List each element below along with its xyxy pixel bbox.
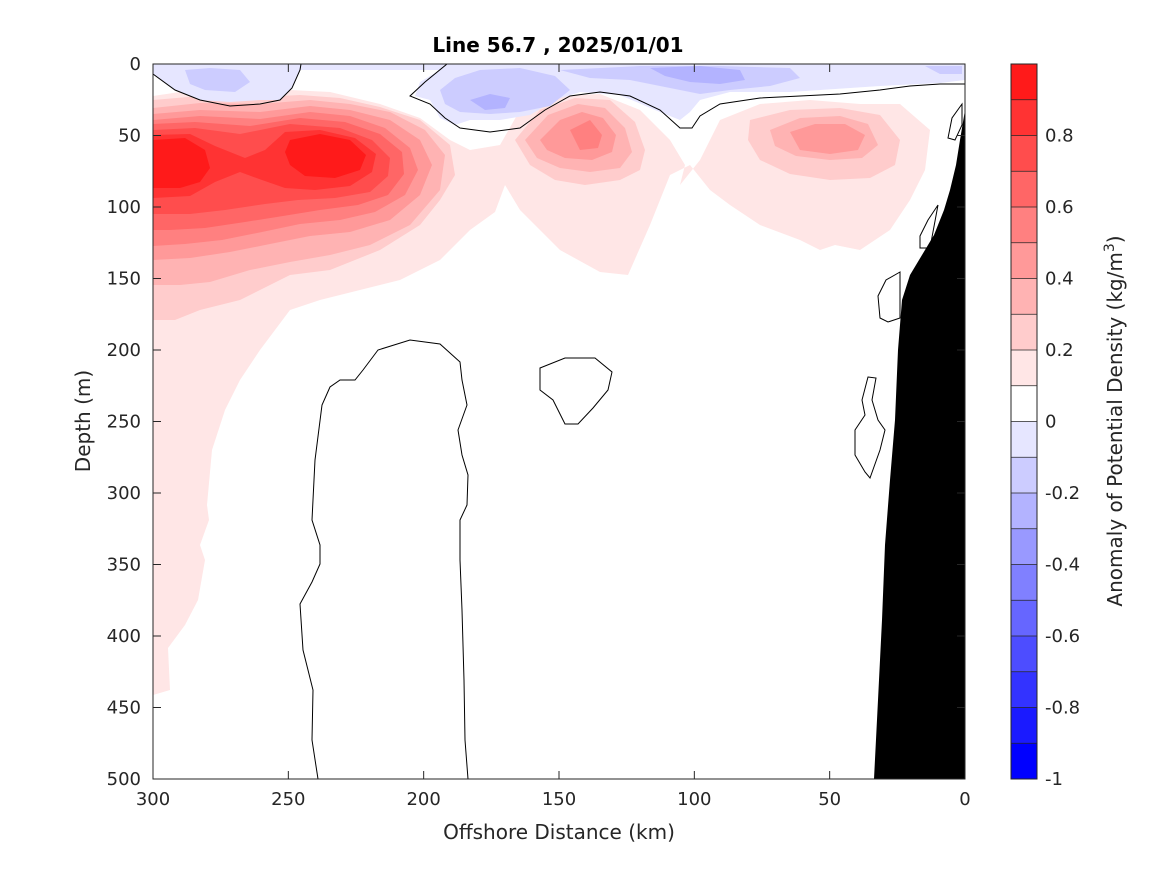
contour-fill-neg0.2 [185,68,250,92]
colorbar-tick-label: -0.2 [1045,483,1080,504]
colorbar-label-sup: 3 [1102,243,1118,252]
colorbar-tick-label: 0.4 [1045,269,1074,290]
y-tick-label: 350 [107,555,141,576]
y-tick-label: 300 [107,483,141,504]
x-tick-label: 200 [406,789,440,810]
colorbar-segment [1011,707,1037,744]
colorbar-segment [1011,421,1037,458]
colorbar-segment [1011,135,1037,172]
colorbar-segment [1011,671,1037,708]
colorbar-segment [1011,171,1037,207]
colorbar-segment [1011,457,1037,493]
zero-contour-near-shelf-b [877,271,901,323]
y-tick-label: 100 [107,197,141,218]
contour-fill-0.9-a [153,138,210,188]
y-tick-label: 250 [107,412,141,433]
plot-area [152,63,966,780]
colorbar-segment [1011,278,1037,315]
y-tick-label: 50 [118,126,141,147]
colorbar-segment [1011,350,1037,386]
y-axis-label: Depth (m) [71,370,95,472]
colorbar-label-main: Anomaly of Potential Density (kg/m [1103,252,1127,606]
contour-fill-neg0.2-d [925,66,962,74]
zero-contour-surface-west [153,64,302,107]
colorbar-segment [1011,207,1037,243]
zero-contour-surface-east [409,64,965,133]
colorbar-tick-label: -0.6 [1045,626,1080,647]
zero-contour-deep-mid [539,357,613,425]
zero-contours [153,64,965,779]
x-tick-label: 250 [271,789,305,810]
x-axis-label: Offshore Distance (km) [443,820,675,844]
colorbar-segment [1011,743,1037,779]
x-tick-label: 150 [542,789,576,810]
y-tick-label: 400 [107,626,141,647]
colorbar-segment [1011,385,1037,422]
x-axis: 300 250 200 150 100 50 0 [136,64,971,810]
colorbar-segment [1011,636,1037,672]
colorbar-tick-label: 0.8 [1045,126,1074,147]
y-axis: 0 50 100 150 200 250 300 350 400 450 500 [107,54,965,790]
x-tick-label: 50 [818,789,841,810]
colorbar-segment [1011,314,1037,350]
zero-contour-near-shelf-d [947,102,963,141]
colorbar-segment [1011,564,1037,601]
colorbar-segment [1011,493,1037,529]
contour-fill-0.9-b [285,134,366,178]
contour-fill-0.5-b [570,120,602,150]
chart-title: Line 56.7 , 2025/01/01 [432,33,683,57]
x-tick-label: 0 [959,789,970,810]
y-tick-label: 500 [107,769,141,790]
x-tick-label: 100 [677,789,711,810]
colorbar-segment [1011,528,1037,565]
colorbar [1010,63,1038,780]
y-tick-label: 0 [130,54,141,75]
colorbar-segment [1011,64,1037,100]
colorbar-tick-label: 0 [1045,412,1056,433]
bathymetry-slope [874,110,965,779]
y-tick-label: 450 [107,698,141,719]
zero-contour-near-shelf-a [854,376,886,479]
y-tick-label: 150 [107,269,141,290]
colorbar-label: Anomaly of Potential Density (kg/m3) [1102,235,1127,606]
colorbar-ticks: 0.8 0.6 0.4 0.2 0 -0.2 -0.4 -0.6 -0.8 -1 [1045,126,1080,791]
contour-fill-neg0.2-b [440,68,570,114]
y-tick-label: 200 [107,340,141,361]
zero-contour-deep-west [299,339,469,779]
colorbar-tick-label: -0.8 [1045,698,1080,719]
colorbar-frame [1010,63,1038,780]
colorbar-label-close: ) [1103,235,1127,243]
contour-fills [153,64,965,695]
contour-fill-neg0.3-b [650,66,745,84]
colorbar-tick-label: 0.6 [1045,197,1074,218]
colorbar-segment [1011,242,1037,279]
x-tick-label: 300 [136,789,170,810]
contour-fill-neg0.3 [470,94,510,110]
contour-fill-0.4-c [790,124,865,154]
colorbar-tick-label: -1 [1045,769,1063,790]
colorbar-segment [1011,99,1037,136]
colorbar-tick-label: 0.2 [1045,340,1074,361]
colorbar-segment [1011,600,1037,636]
colorbar-tick-label: -0.4 [1045,555,1080,576]
